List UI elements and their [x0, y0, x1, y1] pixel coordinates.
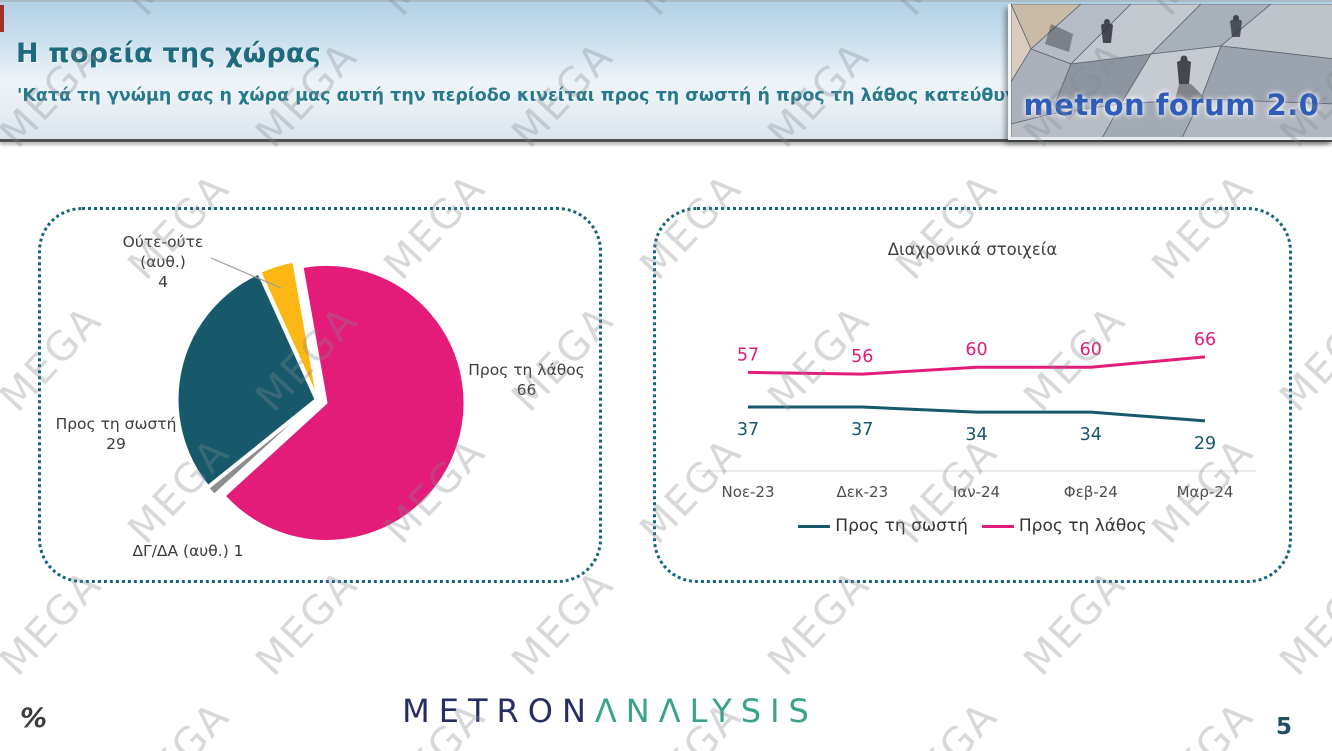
data-label: 37 [851, 420, 873, 440]
corner-mark [0, 5, 4, 32]
pie-label-oute-oute: Ούτε-ούτε (αυθ.) 4 [122, 233, 204, 291]
legend-item-sosti: Προς τη σωστή [798, 516, 968, 536]
trend-line-1 [747, 355, 1206, 376]
legend-label: Προς τη σωστή [835, 516, 968, 536]
metron-analysis-logo: METRONΛNΛLYSIS [0, 692, 1220, 730]
pie-label-pros-ti-sosti: Προς τη σωστή 29 [55, 415, 177, 453]
data-label: 60 [1080, 340, 1102, 360]
data-label: 37 [737, 420, 759, 440]
pie-slice-3 [259, 260, 319, 399]
x-axis-label: Ιαν-24 [953, 483, 1000, 501]
trend-chart-title: Διαχρονικά στοιχεία [887, 240, 1058, 259]
metron-forum-logo: metron forum 2.0 [1008, 4, 1332, 140]
legend-item-lathos: Προς τη λάθος [981, 516, 1147, 536]
x-axis-label: Νοε-23 [721, 483, 774, 501]
pie-label-pros-ti-lathos: Προς τη λάθος 66 [468, 361, 585, 399]
percent-symbol: % [20, 703, 48, 734]
trend-panel: Διαχρονικά στοιχεία Νοε-23 Δεκ-23 Ιαν-24 Φε… [653, 207, 1292, 583]
pie-chart [176, 257, 466, 542]
x-axis-label: Μαρ-24 [1177, 483, 1234, 501]
data-label: 60 [965, 340, 987, 360]
pie-slice-0 [223, 263, 466, 542]
x-axis-label: Φεβ-24 [1064, 483, 1118, 501]
data-label: 56 [851, 347, 873, 367]
data-label: 34 [965, 425, 987, 445]
logo-part-analysis: ΛNΛLYSIS [594, 692, 818, 730]
x-axis-label: Δεκ-23 [836, 483, 888, 501]
plaza-photo [1011, 4, 1332, 137]
pie-slice-2 [176, 272, 317, 487]
data-label: 29 [1194, 434, 1216, 454]
legend-label: Προς τη λάθος [1018, 516, 1147, 536]
trend-legend: Προς τη σωστή Προς τη λάθος [656, 513, 1289, 539]
legend-swatch-pink [981, 524, 1014, 528]
pie-panel: Ούτε-ούτε (αυθ.) 4 Προς τη σωστή 29 Προς τη… [38, 207, 602, 583]
page-subtitle: 'Κατά τη γνώμη σας η χώρα μας αυτή την π… [17, 86, 1056, 106]
legend-swatch-teal [798, 524, 831, 528]
data-label: 57 [737, 345, 759, 365]
pie-slice-1 [207, 400, 318, 496]
logo-part-metron: METRON [402, 692, 595, 730]
data-label: 34 [1080, 425, 1102, 445]
pie-label-dg-da: ΔΓ/ΔΑ (αυθ.) 1 [132, 542, 244, 560]
trend-line-chart: Νοε-23 Δεκ-23 Ιαν-24 Φεβ-24 Μαρ-24 37 37 34 34 29… [696, 330, 1256, 501]
trend-line-0 [748, 405, 1206, 423]
page-title: Η πορεία της χώρας [16, 38, 321, 69]
page-number: 5 [1276, 714, 1293, 740]
metron-forum-logo-text: metron forum 2.0 [1023, 88, 1320, 122]
pie-leader-line [210, 257, 282, 289]
data-label: 66 [1194, 330, 1216, 350]
